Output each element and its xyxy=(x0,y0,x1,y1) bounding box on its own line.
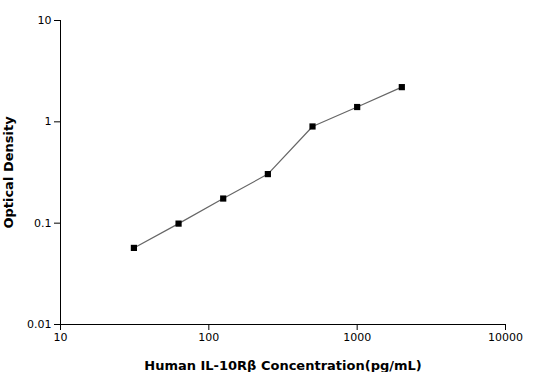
svg-text:0.1: 0.1 xyxy=(34,217,52,230)
svg-text:1: 1 xyxy=(45,115,52,128)
svg-text:0.01: 0.01 xyxy=(27,318,52,331)
svg-text:1000: 1000 xyxy=(343,331,371,344)
svg-text:Optical Density: Optical Density xyxy=(1,116,16,229)
svg-text:10000: 10000 xyxy=(488,331,523,344)
svg-text:100: 100 xyxy=(198,331,219,344)
svg-text:Human IL-10Rβ Concentration(pg: Human IL-10Rβ Concentration(pg/mL) xyxy=(144,358,422,372)
svg-text:10: 10 xyxy=(38,14,52,27)
svg-text:10: 10 xyxy=(54,331,68,344)
